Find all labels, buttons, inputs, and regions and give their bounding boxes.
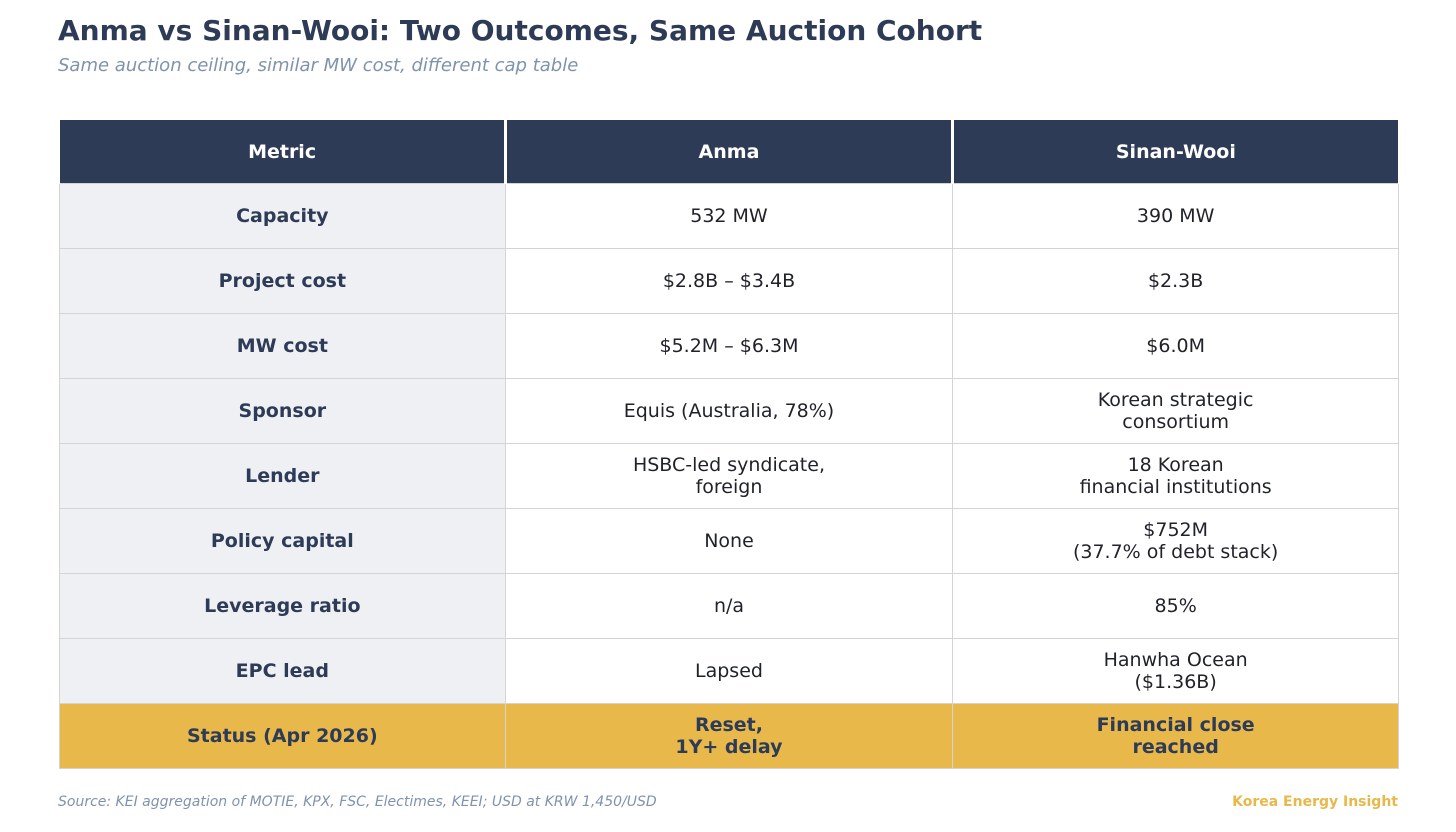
table-row: Project cost $2.8B – $3.4B $2.3B	[58, 248, 1400, 314]
table-header-row: Metric Anma Sinan-Wooi	[58, 117, 1400, 184]
anma-cell: $5.2M – $6.3M	[505, 313, 953, 379]
sinan-wooi-cell: $2.3B	[951, 248, 1400, 314]
sinan-wooi-cell: 390 MW	[951, 183, 1400, 249]
header-anma: Anma	[504, 117, 954, 184]
table-row: Capacity 532 MW 390 MW	[58, 183, 1400, 249]
row-label: Leverage ratio	[58, 573, 507, 639]
table-row: Lender HSBC-led syndicate, foreign 18 Ko…	[58, 443, 1400, 509]
sinan-wooi-cell: $752M (37.7% of debt stack)	[951, 508, 1400, 574]
anma-status-cell: Reset, 1Y+ delay	[505, 703, 953, 769]
table-row: Sponsor Equis (Australia, 78%) Korean st…	[58, 378, 1400, 444]
row-label: Policy capital	[58, 508, 507, 574]
table-row: Leverage ratio n/a 85%	[58, 573, 1400, 639]
sinan-wooi-cell: Hanwha Ocean ($1.36B)	[951, 638, 1400, 704]
comparison-table: Metric Anma Sinan-Wooi Capacity 532 MW 3…	[58, 117, 1400, 769]
table-row: Policy capital None $752M (37.7% of debt…	[58, 508, 1400, 574]
row-label: Lender	[58, 443, 507, 509]
header-sinan-wooi: Sinan-Wooi	[950, 117, 1400, 184]
anma-cell: 532 MW	[505, 183, 953, 249]
anma-cell: n/a	[505, 573, 953, 639]
source-note: Source: KEI aggregation of MOTIE, KPX, F…	[58, 794, 657, 810]
row-label: Capacity	[58, 183, 507, 249]
anma-cell: $2.8B – $3.4B	[505, 248, 953, 314]
sinan-wooi-status-cell: Financial close reached	[951, 703, 1400, 769]
anma-cell: Lapsed	[505, 638, 953, 704]
row-label: Project cost	[58, 248, 507, 314]
sinan-wooi-cell: 85%	[951, 573, 1400, 639]
table-row: MW cost $5.2M – $6.3M $6.0M	[58, 313, 1400, 379]
row-label: Sponsor	[58, 378, 507, 444]
chart-title: Anma vs Sinan-Wooi: Two Outcomes, Same A…	[58, 14, 983, 47]
anma-cell: Equis (Australia, 78%)	[505, 378, 953, 444]
brand-label: Korea Energy Insight	[1232, 794, 1398, 810]
sinan-wooi-cell: Korean strategic consortium	[951, 378, 1400, 444]
table-row: EPC lead Lapsed Hanwha Ocean ($1.36B)	[58, 638, 1400, 704]
status-row: Status (Apr 2026) Reset, 1Y+ delay Finan…	[58, 703, 1400, 769]
row-label: MW cost	[58, 313, 507, 379]
row-label: Status (Apr 2026)	[58, 703, 507, 769]
chart-subtitle: Same auction ceiling, similar MW cost, d…	[58, 55, 579, 76]
anma-cell: None	[505, 508, 953, 574]
row-label: EPC lead	[58, 638, 507, 704]
anma-cell: HSBC-led syndicate, foreign	[505, 443, 953, 509]
sinan-wooi-cell: 18 Korean financial institutions	[951, 443, 1400, 509]
sinan-wooi-cell: $6.0M	[951, 313, 1400, 379]
header-metric: Metric	[58, 117, 508, 184]
